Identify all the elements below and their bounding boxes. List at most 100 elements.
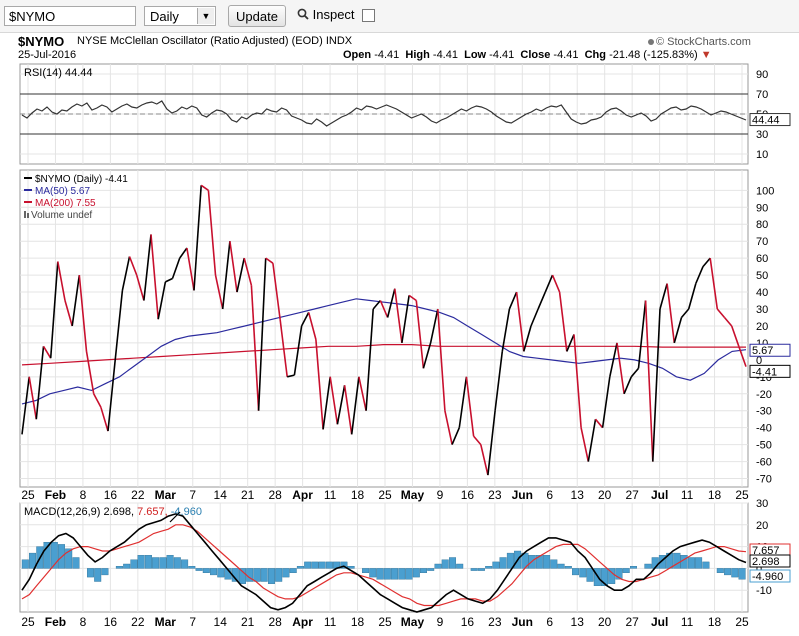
macd-tick-label: -10 — [756, 585, 772, 597]
price-line-segment — [300, 312, 310, 327]
price-line-segment — [487, 410, 496, 476]
macd-histogram-bar — [260, 568, 268, 582]
macd-panel: 30 20 10 0 -10 MACD(12,26,9) 2.698, 7.657, -4… — [19, 498, 791, 613]
symbol-input[interactable] — [4, 6, 136, 26]
price-line-segment — [730, 325, 740, 347]
macd-histogram-bar — [420, 568, 428, 574]
low-value: -4.41 — [489, 49, 515, 61]
price-line-segment — [537, 291, 547, 310]
macd-histogram-bar — [318, 561, 326, 569]
macd-histogram-bar — [58, 544, 66, 569]
price-tick-label: 0 — [756, 355, 762, 367]
chevron-down-icon[interactable]: ▼ — [197, 8, 214, 24]
close-value: -4.41 — [553, 49, 579, 61]
price-line-segment — [451, 427, 461, 445]
price-line-segment — [558, 292, 568, 352]
macd-histogram-bar — [644, 563, 652, 569]
x-axis-tick-label: 8 — [80, 488, 87, 502]
macd-histogram-bar — [557, 563, 565, 569]
update-button[interactable]: Update — [228, 5, 286, 27]
macd-signal-last-label: 7.657 — [752, 545, 780, 557]
inspect-checkbox[interactable] — [362, 9, 375, 22]
price-line-segment — [157, 281, 167, 320]
open-label: Open — [343, 49, 372, 61]
macd-histogram-bar — [738, 568, 746, 580]
price-line-segment — [472, 435, 482, 446]
macd-histogram-bar — [702, 561, 710, 569]
macd-last-label: 2.698 — [752, 556, 780, 568]
price-tick-label: -40 — [756, 423, 772, 435]
x-axis-tick-label: Jul — [651, 488, 668, 502]
macd-histogram-bar — [412, 568, 420, 578]
price-tick-label: -30 — [756, 406, 772, 418]
x-axis-bottom-tick-label: Apr — [292, 615, 313, 629]
price-line-segment — [329, 376, 339, 425]
macd-histogram-bar — [224, 568, 232, 580]
price-line-segment — [21, 376, 30, 435]
x-axis-bottom-tick-label: 22 — [131, 615, 145, 629]
macd-histogram-bar — [282, 568, 290, 578]
x-axis-tick-label: May — [401, 488, 425, 502]
macd-legend-hist: -4.960 — [171, 506, 202, 518]
rsi-line — [21, 100, 747, 127]
price-line-segment — [336, 385, 346, 425]
ma200-legend-entry: MA(200) 7.55 — [35, 198, 96, 209]
price-line-segment — [236, 257, 245, 293]
x-axis-bottom-tick-label: 27 — [625, 615, 639, 629]
price-line-segment — [501, 308, 511, 352]
price-line-segment — [652, 308, 661, 462]
macd-histogram-bar — [608, 568, 616, 584]
price-line-segment — [78, 275, 88, 352]
price-tick-label: 30 — [756, 304, 768, 316]
price-line-segment — [257, 258, 267, 411]
macd-histogram-bar — [550, 559, 558, 569]
price-line-segment — [458, 376, 468, 428]
macd-histogram-bar — [340, 561, 348, 569]
x-axis-bottom-tick-label: 6 — [546, 615, 553, 629]
macd-histogram-bar — [238, 568, 246, 584]
x-axis-tick-label: 6 — [546, 488, 553, 502]
inspect-label[interactable]: Inspect — [297, 7, 355, 22]
volume-legend-icon — [24, 211, 26, 218]
macd-histogram-bar — [514, 550, 522, 569]
price-line-segment — [315, 339, 324, 430]
price-line-segment — [42, 345, 52, 359]
rsi-panel: 90 70 50 30 10 RSI(14) 44.44 44.44 — [19, 63, 791, 165]
x-axis-tick-label: 7 — [189, 488, 196, 502]
period-select[interactable]: Daily ▼ — [144, 6, 216, 26]
chg-label: Chg — [584, 49, 606, 61]
x-axis-tick-label: 16 — [461, 488, 475, 502]
price-line-segment — [422, 342, 432, 369]
price-tick-label: -20 — [756, 389, 772, 401]
macd-histogram-bar — [630, 566, 638, 569]
macd-histogram-bar — [72, 557, 80, 569]
price-line-segment — [644, 300, 654, 462]
price-line-segment — [437, 308, 446, 411]
x-axis-tick-label: 21 — [241, 488, 255, 502]
macd-histogram-bar — [579, 568, 587, 578]
x-axis-tick-label: 16 — [104, 488, 118, 502]
price-line-segment — [64, 300, 73, 327]
close-label: Close — [520, 49, 551, 61]
volume-legend-entry: Volume undef — [31, 210, 92, 221]
macd-histogram-bar — [311, 561, 319, 569]
rsi-last-value-label: 44.44 — [752, 115, 780, 127]
price-line-segment — [365, 308, 374, 411]
price-line-segment — [128, 256, 138, 276]
macd-histogram-bar — [268, 568, 276, 584]
price-line-segment — [114, 290, 124, 360]
rsi-last-value-label-box — [749, 113, 791, 127]
price-line-segment — [687, 283, 697, 310]
macd-histogram-bar — [144, 555, 152, 569]
price-tick-label: 70 — [756, 236, 768, 248]
x-axis-bottom-tick-label: 25 — [735, 615, 749, 629]
macd-histogram-bar — [347, 566, 355, 569]
x-axis-tick-label: 11 — [324, 488, 337, 502]
brand-logo[interactable]: © StockCharts.com — [648, 36, 751, 48]
macd-histogram-bar — [376, 568, 384, 580]
brand-text: © StockCharts.com — [656, 36, 751, 48]
x-axis-bottom-tick-label: 9 — [437, 615, 444, 629]
macd-histogram-bar — [601, 568, 609, 587]
volume-legend-icon — [27, 213, 29, 218]
